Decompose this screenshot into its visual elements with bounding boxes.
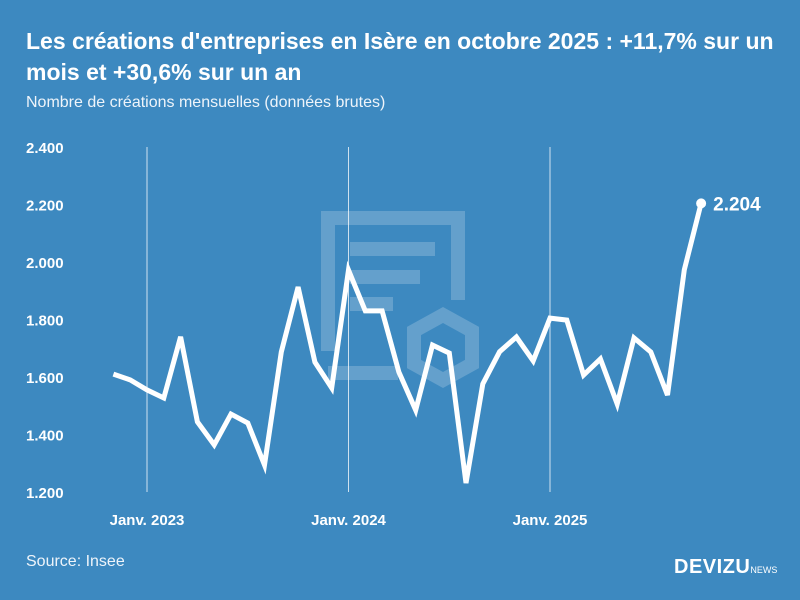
y-tick-label: 2.200	[26, 198, 64, 215]
y-tick-label: 2.400	[26, 140, 64, 157]
chart-title: Les créations d'entreprises en Isère en …	[26, 28, 774, 85]
data-point	[696, 198, 707, 209]
y-tick-label: 1.800	[26, 313, 64, 330]
y-tick-label: 1.400	[26, 428, 64, 445]
y-tick-label: 2.000	[26, 255, 64, 272]
x-tick-label: Janv. 2025	[513, 512, 588, 529]
devizu-logo: DEVIZUNEWS	[674, 556, 777, 579]
chart-subtitle: Nombre de créations mensuelles (données …	[26, 94, 386, 111]
x-tick-label: Janv. 2024	[311, 512, 386, 529]
watermark-icon	[321, 211, 479, 388]
last-value-label: 2.204	[713, 194, 761, 215]
source-note: Source: Insee	[26, 553, 125, 570]
y-tick-label: 1.200	[26, 485, 64, 502]
logo-suffix: NEWS	[750, 565, 778, 575]
x-tick-label: Janv. 2023	[110, 512, 185, 529]
series-line	[112, 202, 704, 484]
logo-brand: DEVIZU	[674, 556, 751, 578]
y-tick-label: 1.600	[26, 370, 64, 387]
